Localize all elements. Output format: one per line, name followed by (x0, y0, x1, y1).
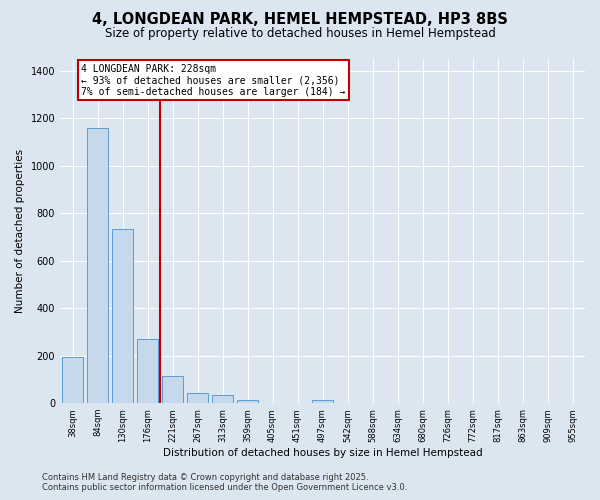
Text: 4, LONGDEAN PARK, HEMEL HEMPSTEAD, HP3 8BS: 4, LONGDEAN PARK, HEMEL HEMPSTEAD, HP3 8… (92, 12, 508, 26)
Text: Contains HM Land Registry data © Crown copyright and database right 2025.
Contai: Contains HM Land Registry data © Crown c… (42, 472, 407, 492)
Bar (312, 400, 333, 403)
Text: 4 LONGDEAN PARK: 228sqm
← 93% of detached houses are smaller (2,356)
7% of semi-: 4 LONGDEAN PARK: 228sqm ← 93% of detache… (81, 64, 346, 97)
Bar (162, 376, 183, 403)
Text: Size of property relative to detached houses in Hemel Hempstead: Size of property relative to detached ho… (104, 28, 496, 40)
Bar (187, 393, 208, 403)
Bar (137, 338, 158, 403)
Bar (87, 128, 108, 403)
Bar (62, 356, 83, 403)
Bar (237, 400, 258, 403)
Y-axis label: Number of detached properties: Number of detached properties (15, 149, 25, 313)
X-axis label: Distribution of detached houses by size in Hemel Hempstead: Distribution of detached houses by size … (163, 448, 482, 458)
Bar (212, 396, 233, 403)
Bar (112, 229, 133, 403)
